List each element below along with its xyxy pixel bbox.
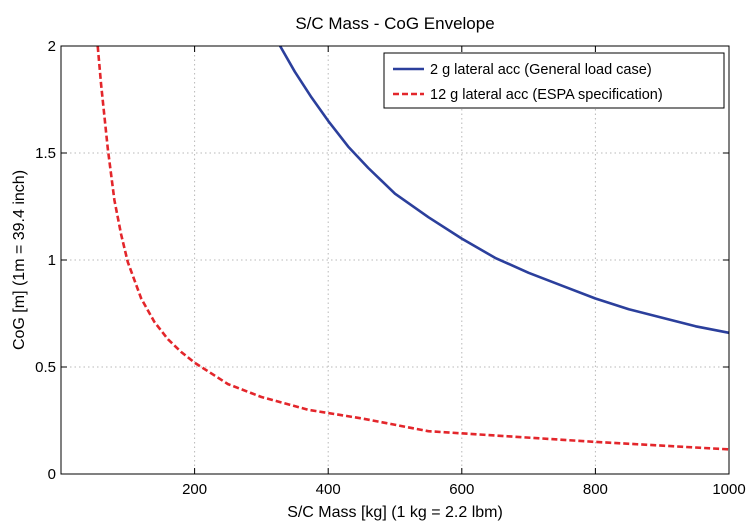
grid-layer (61, 46, 729, 474)
tick-layer: 200 400 600 800 1000 0 0.5 1 1.5 2 (35, 38, 746, 498)
legend-label-series-1: 2 g lateral acc (General load case) (430, 62, 652, 78)
series-layer (96, 45, 730, 451)
x-tick-label-4: 1000 (712, 481, 745, 498)
legend-box (383, 52, 725, 109)
y-tick-label-1: 0.5 (35, 359, 56, 376)
chart-title: S/C Mass - CoG Envelope (295, 14, 494, 33)
x-tick-label-1: 400 (316, 481, 341, 498)
x-axis-title: S/C Mass [kg] (1 kg = 2.2 lbm) (287, 504, 503, 521)
y-tick-label-3: 1.5 (35, 145, 56, 162)
legend: 2 g lateral acc (General load case) 12 g… (383, 52, 725, 109)
y-axis-title: CoG [m] (1m = 39.4 inch) (11, 170, 28, 350)
x-tick-label-2: 600 (449, 481, 474, 498)
x-tick-label-3: 800 (583, 481, 608, 498)
x-tick-label-0: 200 (182, 481, 207, 498)
series-line-2 (96, 45, 730, 451)
series-line-1 (278, 45, 730, 335)
y-tick-label-4: 2 (48, 38, 56, 55)
y-tick-label-0: 0 (48, 466, 56, 483)
y-tick-label-2: 1 (48, 252, 56, 269)
legend-label-series-2: 12 g lateral acc (ESPA specification) (430, 87, 663, 103)
